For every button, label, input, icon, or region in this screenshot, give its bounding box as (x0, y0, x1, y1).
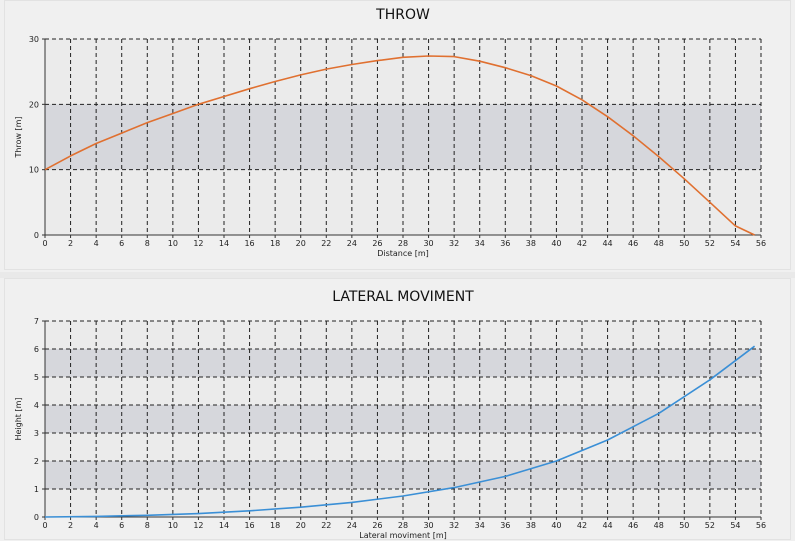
y-axis-label: Throw [m] (14, 116, 23, 158)
x-tick-label: 38 (526, 239, 536, 248)
y-tick-label: 3 (34, 429, 39, 438)
series-line-0 (44, 55, 755, 236)
x-tick-label: 12 (193, 239, 203, 248)
x-tick-label: 2 (68, 239, 73, 248)
x-tick-label: 48 (654, 239, 664, 248)
x-tick-label: 14 (219, 521, 229, 530)
x-tick-label: 26 (372, 239, 382, 248)
x-axis-label: Distance [m] (377, 249, 429, 258)
x-tick-label: 2 (68, 521, 73, 530)
x-tick-label: 54 (730, 521, 740, 530)
x-tick-label: 46 (628, 239, 638, 248)
y-tick-label: 6 (34, 345, 39, 354)
x-tick-label: 30 (423, 521, 433, 530)
x-tick-label: 0 (42, 521, 47, 530)
x-tick-label: 22 (321, 521, 331, 530)
x-tick-label: 36 (500, 521, 510, 530)
x-tick-label: 18 (270, 239, 280, 248)
x-tick-label: 22 (321, 239, 331, 248)
y-tick-label: 30 (29, 35, 39, 44)
x-tick-label: 56 (756, 239, 766, 248)
y-tick-label: 4 (34, 401, 39, 410)
x-tick-label: 28 (398, 521, 408, 530)
x-tick-label: 12 (193, 521, 203, 530)
x-tick-label: 6 (119, 521, 124, 530)
x-tick-label: 34 (475, 521, 485, 530)
panel-separator (0, 272, 795, 278)
chart-title: LATERAL MOVIMENT (332, 289, 474, 305)
x-tick-label: 16 (244, 239, 254, 248)
x-tick-label: 6 (119, 239, 124, 248)
x-tick-label: 4 (94, 239, 99, 248)
x-tick-label: 54 (730, 239, 740, 248)
x-tick-label: 20 (296, 521, 306, 530)
x-tick-label: 14 (219, 239, 229, 248)
x-tick-label: 38 (526, 521, 536, 530)
x-tick-label: 8 (145, 521, 150, 530)
x-tick-label: 44 (602, 521, 612, 530)
x-tick-label: 28 (398, 239, 408, 248)
x-tick-label: 34 (475, 239, 485, 248)
x-tick-label: 46 (628, 521, 638, 530)
y-tick-label: 10 (29, 166, 39, 175)
x-tick-label: 48 (654, 521, 664, 530)
x-tick-label: 40 (551, 239, 561, 248)
x-tick-label: 26 (372, 521, 382, 530)
x-tick-label: 32 (449, 239, 459, 248)
x-tick-label: 30 (423, 239, 433, 248)
x-tick-label: 56 (756, 521, 766, 530)
x-tick-label: 10 (168, 521, 178, 530)
x-tick-label: 8 (145, 239, 150, 248)
x-tick-label: 24 (347, 521, 357, 530)
throw-chart-panel: THROW 0 2 4 6 8 10 12 14 16 18 20 22 24 26 28 30 32 34 36 38… (4, 0, 791, 270)
y-tick-label: 7 (34, 317, 39, 326)
y-tick-label: 0 (34, 513, 39, 522)
x-tick-label: 50 (679, 239, 689, 248)
x-tick-label: 52 (705, 239, 715, 248)
chart-title: THROW (375, 7, 430, 23)
y-tick-label: 20 (29, 100, 39, 109)
x-tick-label: 36 (500, 239, 510, 248)
x-tick-label: 24 (347, 239, 357, 248)
x-tick-label: 4 (94, 521, 99, 530)
x-tick-label: 20 (296, 239, 306, 248)
x-tick-label: 32 (449, 521, 459, 530)
x-tick-label: 42 (577, 521, 587, 530)
y-axis-label: Height [m] (14, 397, 23, 440)
x-tick-label: 44 (602, 239, 612, 248)
x-tick-label: 52 (705, 521, 715, 530)
y-tick-label: 1 (34, 485, 39, 494)
x-tick-label: 50 (679, 521, 689, 530)
y-tick-label: 2 (34, 457, 39, 466)
x-tick-label: 18 (270, 521, 280, 530)
x-tick-label: 10 (168, 239, 178, 248)
x-tick-label: 0 (42, 239, 47, 248)
y-tick-label: 0 (34, 231, 39, 240)
series-line-0 (44, 345, 756, 518)
y-tick-label: 5 (34, 373, 39, 382)
lateral-moviment-chart-panel: LATERAL MOVIMENT 0 2 4 6 8 10 12 14 16 18 20 22 24 26 2… (4, 278, 791, 540)
x-tick-label: 40 (551, 521, 561, 530)
x-tick-label: 16 (244, 521, 254, 530)
x-tick-label: 42 (577, 239, 587, 248)
